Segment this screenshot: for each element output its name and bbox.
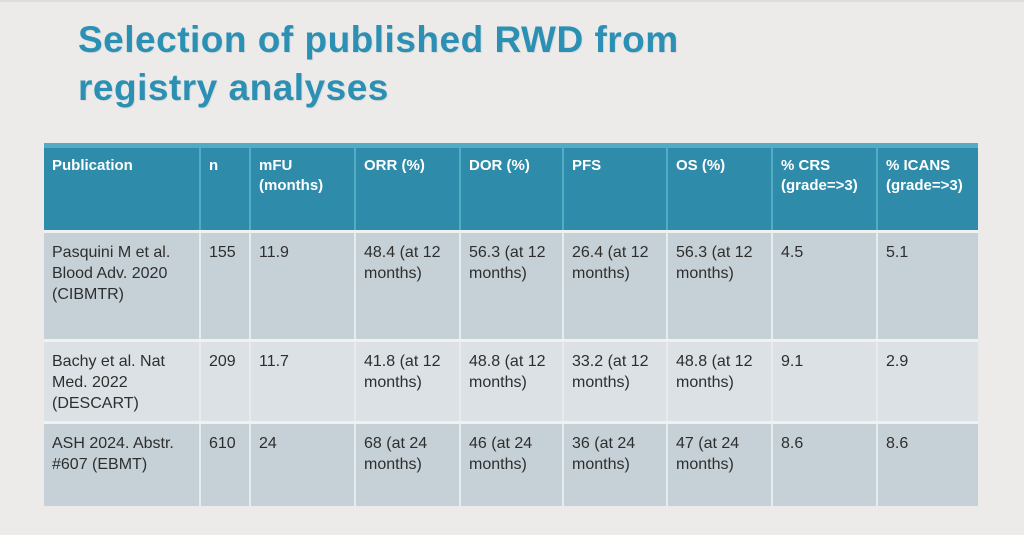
- col-header-os: OS (%): [667, 143, 773, 232]
- cell-publication: ASH 2024. Abstr. #607 (EBMT): [44, 421, 201, 507]
- cell-pfs: 36 (at 24 months): [563, 421, 668, 507]
- cell-pfs: 33.2 (at 12 months): [563, 338, 668, 423]
- col-header-icans: % ICANS (grade=>3): [877, 143, 978, 232]
- header-row: Publication n mFU (months) ORR (%) DOR (…: [44, 143, 978, 232]
- cell-mfu: 24: [250, 421, 356, 507]
- cell-crs: 4.5: [772, 230, 878, 341]
- cell-n: 155: [200, 230, 251, 341]
- cell-publication: Bachy et al. Nat Med. 2022 (DESCART): [44, 338, 201, 423]
- cell-os: 56.3 (at 12 months): [667, 230, 773, 341]
- cell-orr: 48.4 (at 12 months): [355, 230, 461, 341]
- cell-orr: 41.8 (at 12 months): [355, 338, 461, 423]
- col-header-pfs: PFS: [563, 143, 668, 232]
- rwd-registry-table: Publication n mFU (months) ORR (%) DOR (…: [44, 143, 978, 507]
- cell-dor: 48.8 (at 12 months): [460, 338, 564, 423]
- page-title-line1: Selection of published RWD from: [78, 19, 679, 60]
- cell-mfu: 11.9: [250, 230, 356, 341]
- col-header-mfu: mFU (months): [250, 143, 356, 232]
- cell-icans: 8.6: [877, 421, 978, 507]
- cell-os: 48.8 (at 12 months): [667, 338, 773, 423]
- cell-dor: 56.3 (at 12 months): [460, 230, 564, 341]
- page-title: Selection of published RWD from registry…: [78, 16, 928, 112]
- cell-publication: Pasquini M et al. Blood Adv. 2020 (CIBMT…: [44, 230, 201, 341]
- cell-pfs: 26.4 (at 12 months): [563, 230, 668, 341]
- cell-crs: 9.1: [772, 338, 878, 423]
- page-title-line2: registry analyses: [78, 67, 389, 108]
- cell-crs: 8.6: [772, 421, 878, 507]
- cell-n: 209: [200, 338, 251, 423]
- cell-icans: 2.9: [877, 338, 978, 423]
- cell-n: 610: [200, 421, 251, 507]
- table-row-bachy: Bachy et al. Nat Med. 2022 (DESCART) 209…: [44, 338, 978, 423]
- col-header-publication: Publication: [44, 143, 201, 232]
- cell-orr: 68 (at 24 months): [355, 421, 461, 507]
- cell-dor: 46 (at 24 months): [460, 421, 564, 507]
- table-row-ash2024: ASH 2024. Abstr. #607 (EBMT) 610 24 68 (…: [44, 421, 978, 507]
- col-header-n: n: [200, 143, 251, 232]
- col-header-orr: ORR (%): [355, 143, 461, 232]
- cell-mfu: 11.7: [250, 338, 356, 423]
- cell-os: 47 (at 24 months): [667, 421, 773, 507]
- table-row-pasquini: Pasquini M et al. Blood Adv. 2020 (CIBMT…: [44, 230, 978, 341]
- cell-icans: 5.1: [877, 230, 978, 341]
- col-header-dor: DOR (%): [460, 143, 564, 232]
- col-header-crs: % CRS (grade=>3): [772, 143, 878, 232]
